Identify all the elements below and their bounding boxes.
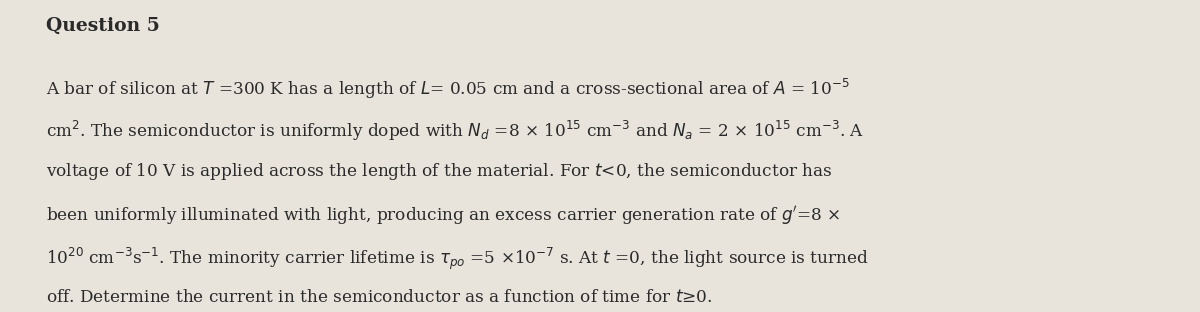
Text: 10$^{20}$ cm$^{-3}$s$^{-1}$. The minority carrier lifetime is $\tau_{po}$ =5 ×10: 10$^{20}$ cm$^{-3}$s$^{-1}$. The minorit… (46, 246, 869, 272)
Text: voltage of 10 V is applied across the length of the material. For $t$<0, the sem: voltage of 10 V is applied across the le… (46, 161, 832, 182)
Text: been uniformly illuminated with light, producing an excess carrier generation ra: been uniformly illuminated with light, p… (46, 204, 840, 227)
Text: A bar of silicon at $T$ =300 K has a length of $L$= 0.05 cm and a cross-sectiona: A bar of silicon at $T$ =300 K has a len… (46, 76, 850, 100)
Text: off. Determine the current in the semiconductor as a function of time for $t$≥0.: off. Determine the current in the semico… (46, 289, 712, 305)
Text: cm$^2$. The semiconductor is uniformly doped with $N_d$ =8 × 10$^{15}$ cm$^{-3}$: cm$^2$. The semiconductor is uniformly d… (46, 119, 864, 143)
Text: Question 5: Question 5 (46, 17, 160, 35)
